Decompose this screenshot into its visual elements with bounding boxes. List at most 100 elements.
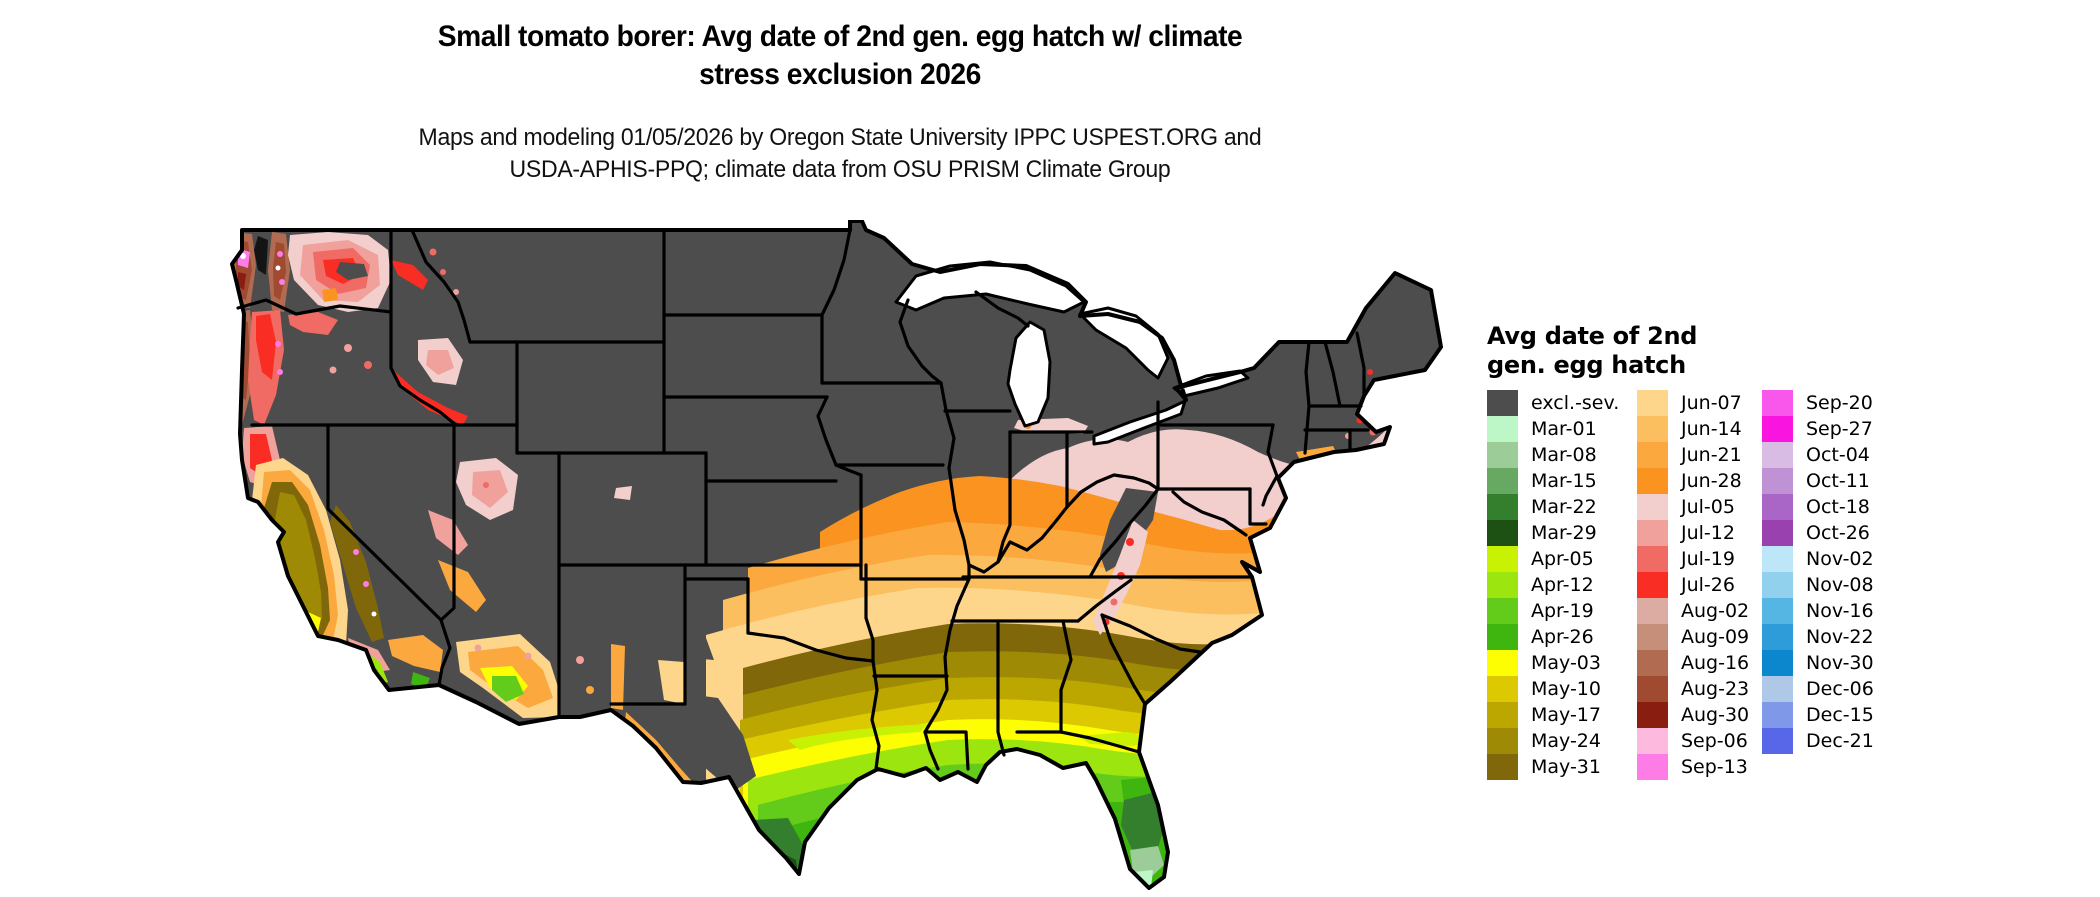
legend-label: Jul-26 [1681, 574, 1735, 596]
legend-row: Dec-06 [1762, 676, 1892, 702]
legend-row: Jul-26 [1637, 572, 1762, 598]
legend-swatch [1637, 520, 1668, 546]
legend-label: May-03 [1531, 652, 1601, 674]
legend-swatch [1637, 598, 1668, 624]
legend-row: Nov-08 [1762, 572, 1892, 598]
legend-label: Oct-18 [1806, 496, 1870, 518]
legend-swatch [1762, 676, 1793, 702]
legend-label: May-31 [1531, 756, 1601, 778]
legend-row: Aug-09 [1637, 624, 1762, 650]
lake-erie [1092, 399, 1187, 446]
legend-swatch [1487, 546, 1518, 572]
legend-swatch [1762, 702, 1793, 728]
legend-title-line2: gen. egg hatch [1487, 351, 1686, 379]
legend-row: Dec-21 [1762, 728, 1892, 754]
legend-row: Apr-12 [1487, 572, 1637, 598]
legend-swatch [1637, 468, 1668, 494]
legend-row: Oct-26 [1762, 520, 1892, 546]
us-choropleth-map [228, 219, 1473, 892]
legend-row: Apr-19 [1487, 598, 1637, 624]
legend-label: Nov-22 [1806, 626, 1874, 648]
legend-swatch [1487, 390, 1518, 416]
legend-swatch [1762, 650, 1793, 676]
legend-row: Sep-06 [1637, 728, 1762, 754]
subtitle-line2: USDA-APHIS-PPQ; climate data from OSU PR… [509, 156, 1171, 183]
legend-label: Oct-04 [1806, 444, 1870, 466]
legend-row: Apr-05 [1487, 546, 1637, 572]
legend-label: Apr-12 [1531, 574, 1594, 596]
subtitle: Maps and modeling 01/05/2026 by Oregon S… [240, 122, 1440, 186]
legend-label: Aug-23 [1681, 678, 1750, 700]
page-title-line1: Small tomato borer: Avg date of 2nd gen.… [437, 20, 1243, 53]
legend-label: Mar-29 [1531, 522, 1597, 544]
legend-label: Aug-09 [1681, 626, 1750, 648]
legend-label: Nov-08 [1806, 574, 1874, 596]
legend-label: Sep-27 [1806, 418, 1873, 440]
legend-label: Sep-20 [1806, 392, 1873, 414]
legend-swatch [1762, 520, 1793, 546]
legend-label: Apr-05 [1531, 548, 1594, 570]
legend-label: Nov-30 [1806, 652, 1874, 674]
legend-row: Nov-02 [1762, 546, 1892, 572]
lake-michigan [1006, 320, 1052, 428]
map-fill-layers [232, 221, 1441, 888]
legend-swatch [1487, 416, 1518, 442]
legend-label: Jun-28 [1681, 470, 1742, 492]
legend-row: Mar-22 [1487, 494, 1637, 520]
legend-row: Sep-27 [1762, 416, 1892, 442]
legend-swatch [1762, 416, 1793, 442]
legend-swatch [1637, 754, 1668, 780]
legend-label: excl.-sev. [1531, 392, 1620, 414]
legend: Avg date of 2nd gen. egg hatch excl.-sev… [1487, 322, 2047, 780]
legend-row: Aug-16 [1637, 650, 1762, 676]
legend-row: May-24 [1487, 728, 1637, 754]
legend-swatch [1762, 546, 1793, 572]
legend-label: Sep-13 [1681, 756, 1748, 778]
legend-row: Apr-26 [1487, 624, 1637, 650]
legend-swatch [1637, 650, 1668, 676]
legend-swatch [1487, 442, 1518, 468]
state-borders [236, 228, 1370, 771]
legend-columns: excl.-sev. Mar-01 Mar-08 Mar-15 Mar-22 Mar-29… [1487, 390, 2047, 780]
legend-swatch [1637, 442, 1668, 468]
legend-swatch [1487, 520, 1518, 546]
legend-row: Aug-30 [1637, 702, 1762, 728]
legend-label: May-17 [1531, 704, 1601, 726]
legend-swatch [1762, 468, 1793, 494]
legend-row: Jun-28 [1637, 468, 1762, 494]
legend-row: May-17 [1487, 702, 1637, 728]
us-map-svg [230, 219, 1443, 890]
legend-row: Jul-12 [1637, 520, 1762, 546]
page-title-line2: stress exclusion 2026 [699, 58, 981, 91]
legend-swatch [1637, 676, 1668, 702]
legend-label: May-10 [1531, 678, 1601, 700]
legend-row: Nov-16 [1762, 598, 1892, 624]
legend-swatch [1637, 416, 1668, 442]
legend-row: Oct-18 [1762, 494, 1892, 520]
legend-column-3: Sep-20 Sep-27 Oct-04 Oct-11 Oct-18 Oct-26 Nov-… [1762, 390, 1892, 780]
legend-label: Oct-26 [1806, 522, 1870, 544]
legend-label: Dec-06 [1806, 678, 1874, 700]
legend-swatch [1487, 676, 1518, 702]
legend-swatch [1637, 390, 1668, 416]
legend-label: Nov-02 [1806, 548, 1874, 570]
legend-title-line1: Avg date of 2nd [1487, 322, 1698, 350]
legend-row: Mar-15 [1487, 468, 1637, 494]
legend-swatch [1487, 702, 1518, 728]
legend-label: Jul-19 [1681, 548, 1735, 570]
legend-swatch [1637, 546, 1668, 572]
legend-label: Mar-01 [1531, 418, 1597, 440]
legend-label: Sep-06 [1681, 730, 1748, 752]
legend-label: Dec-15 [1806, 704, 1874, 726]
legend-swatch [1762, 572, 1793, 598]
legend-label: Oct-11 [1806, 470, 1870, 492]
legend-label: Dec-21 [1806, 730, 1874, 752]
legend-swatch [1637, 572, 1668, 598]
legend-row: Dec-15 [1762, 702, 1892, 728]
legend-label: Apr-26 [1531, 626, 1594, 648]
legend-row: excl.-sev. [1487, 390, 1637, 416]
legend-row: Mar-08 [1487, 442, 1637, 468]
legend-row: Sep-13 [1637, 754, 1762, 780]
legend-row: May-31 [1487, 754, 1637, 780]
legend-swatch [1637, 624, 1668, 650]
